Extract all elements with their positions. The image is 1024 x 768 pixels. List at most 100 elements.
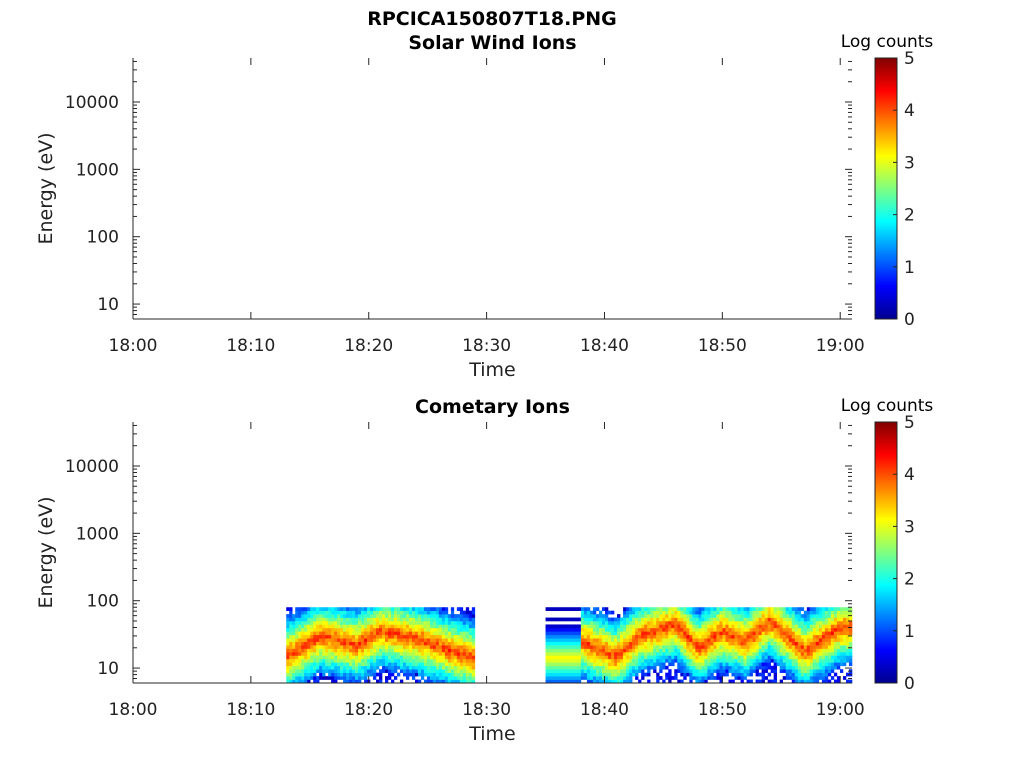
data-cell (683, 631, 687, 636)
data-cell (385, 641, 389, 646)
data-cell (761, 610, 765, 615)
data-cell (420, 658, 425, 663)
data-cell (367, 658, 371, 663)
data-cell (713, 655, 717, 660)
data-cell (328, 669, 332, 673)
data-cell (659, 610, 663, 615)
data-cell (647, 648, 651, 653)
data-cell (301, 638, 305, 642)
data-cell (620, 672, 624, 677)
data-cell (569, 634, 573, 639)
data-cell (580, 610, 585, 615)
data-cell (785, 627, 790, 632)
data-cell (438, 655, 443, 660)
data-cell (557, 672, 561, 677)
data-cell (614, 655, 618, 660)
data-cell (358, 627, 362, 632)
data-cell (417, 641, 422, 646)
data-cell (749, 672, 753, 677)
data-cell (734, 627, 738, 632)
data-cell (301, 662, 305, 667)
data-cell (420, 676, 425, 680)
data-cell (301, 648, 305, 653)
data-cell (656, 672, 660, 677)
data-cell (577, 658, 582, 663)
data-cell (782, 648, 787, 653)
data-cell (367, 614, 371, 618)
data-cell (394, 645, 398, 649)
data-cell (764, 607, 768, 611)
data-cell (779, 627, 784, 632)
data-cell (701, 634, 705, 639)
data-cell (548, 658, 552, 663)
data-cell (671, 638, 675, 642)
data-cell (601, 621, 606, 625)
data-cell (635, 652, 639, 656)
data-cell (827, 607, 832, 611)
data-cell (764, 614, 768, 618)
data-cell (770, 624, 774, 629)
data-cell (405, 627, 410, 632)
data-cell (737, 662, 741, 667)
data-cell (623, 641, 627, 646)
data-cell (719, 631, 723, 636)
data-cell (677, 679, 681, 684)
data-cell (420, 665, 425, 670)
data-cell (662, 627, 666, 632)
data-cell (429, 669, 434, 673)
data-cell (632, 610, 636, 615)
data-cell (325, 648, 329, 653)
data-cell (292, 665, 296, 670)
data-cell (364, 652, 368, 656)
data-cell (557, 624, 561, 629)
data-cell (328, 652, 332, 656)
data-cell (548, 634, 552, 639)
data-cell (592, 658, 597, 663)
data-cell (408, 652, 413, 656)
data-cell (405, 621, 410, 625)
data-cell (592, 610, 597, 615)
data-cell (833, 641, 838, 646)
data-cell (408, 662, 413, 667)
data-cell (447, 655, 452, 660)
data-cell (391, 662, 395, 667)
data-cell (313, 607, 317, 611)
data-cell (405, 638, 410, 642)
data-cell (758, 607, 762, 611)
data-cell (671, 624, 675, 629)
data-cell (836, 617, 841, 622)
data-cell (767, 658, 771, 663)
data-cell (465, 617, 470, 622)
data-cell (465, 614, 470, 618)
data-cell (731, 655, 735, 660)
data-cell (471, 645, 476, 649)
data-cell (577, 607, 582, 611)
data-cell (713, 669, 717, 673)
data-cell (824, 610, 829, 615)
data-cell (623, 665, 627, 670)
data-cell (361, 645, 365, 649)
data-cell (364, 648, 368, 653)
data-cell (313, 662, 317, 667)
data-cell (586, 621, 591, 625)
data-cell (307, 610, 311, 615)
data-cell (322, 669, 326, 673)
data-cell (545, 669, 549, 673)
data-cell (614, 658, 618, 663)
data-cell (743, 652, 747, 656)
data-cell (761, 638, 765, 642)
data-cell (611, 679, 615, 684)
data-cell (447, 631, 452, 636)
data-cell (611, 672, 615, 677)
data-cell (402, 655, 407, 660)
data-cell (462, 621, 467, 625)
data-cell (577, 645, 582, 649)
data-cell (331, 617, 335, 622)
data-cell (370, 672, 374, 677)
data-cell (641, 638, 645, 642)
data-cell (438, 638, 443, 642)
data-cell (791, 648, 796, 653)
data-cell (432, 645, 437, 649)
data-cell (370, 641, 374, 646)
data-cell (608, 621, 612, 625)
